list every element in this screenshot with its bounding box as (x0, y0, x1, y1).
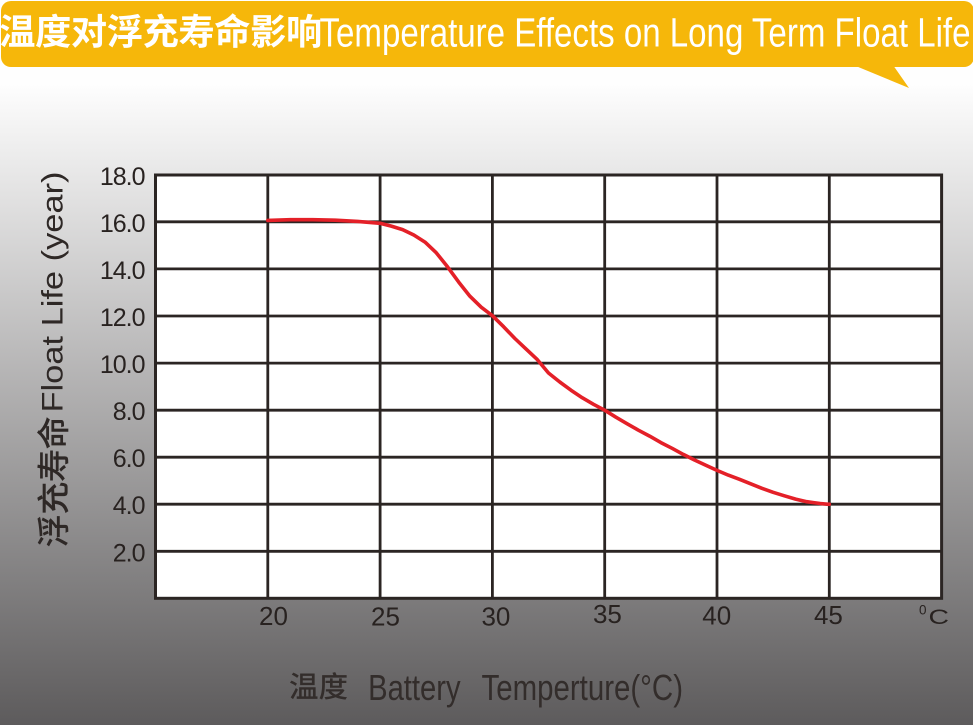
svg-text:Battery: Battery (368, 667, 461, 708)
svg-text:Temperature Effects on Long Te: Temperature Effects on Long Term Float L… (320, 9, 971, 55)
svg-text:12.0: 12.0 (100, 304, 145, 332)
svg-text:10.0: 10.0 (100, 351, 145, 379)
svg-text:25: 25 (371, 602, 400, 632)
svg-text:2.0: 2.0 (113, 539, 145, 567)
svg-text:C: C (929, 606, 950, 629)
svg-text:4.0: 4.0 (113, 492, 145, 520)
svg-text:14.0: 14.0 (100, 257, 145, 285)
svg-text:18.0: 18.0 (100, 163, 145, 191)
svg-text:6.0: 6.0 (113, 445, 145, 473)
svg-text:30: 30 (481, 602, 510, 632)
svg-text:Float Life (year): Float Life (year) (36, 172, 69, 413)
svg-text:0: 0 (919, 603, 927, 618)
svg-text:45: 45 (814, 600, 843, 630)
svg-text:8.0: 8.0 (113, 398, 145, 426)
svg-text:35: 35 (593, 599, 622, 629)
svg-text:20: 20 (259, 601, 288, 631)
svg-text:16.0: 16.0 (100, 210, 145, 238)
svg-text:40: 40 (702, 601, 731, 631)
svg-text:Temperture(°C): Temperture(°C) (482, 667, 684, 708)
